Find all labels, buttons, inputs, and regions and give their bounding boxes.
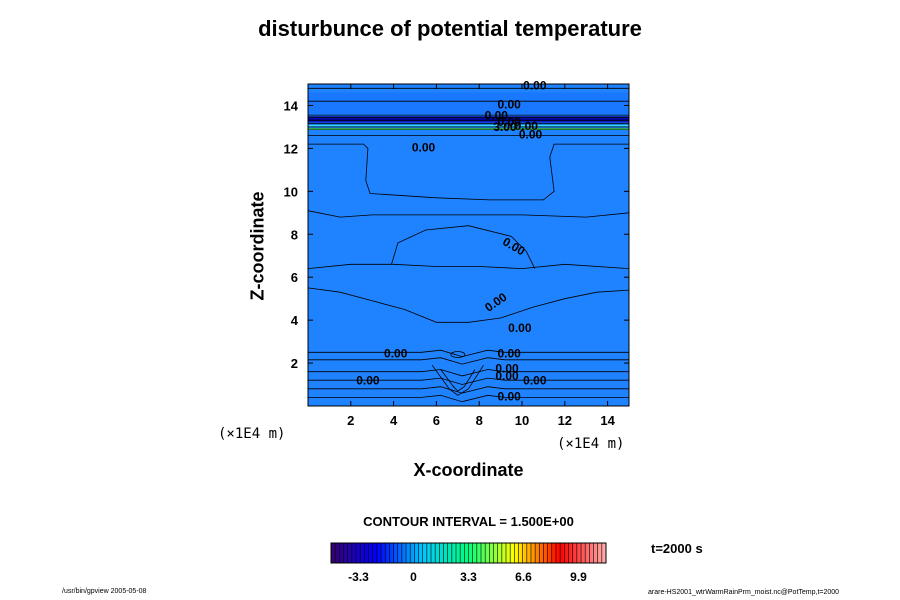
contour-label: 0.00: [384, 347, 408, 361]
contour-line-bubble-bottom: [307, 287, 630, 323]
contour-label: 0.00: [523, 373, 547, 387]
contour-label: 0.00: [508, 321, 532, 335]
axes: 2 4 6 8 10 12 14 2 4 6 8 10 12 14: [284, 84, 629, 428]
y-axis-label: Z-coordinate: [247, 191, 268, 301]
contour-line-low-1: [308, 357, 629, 365]
contour-line-upper-box: [308, 143, 629, 201]
y-tick-label: 12: [284, 141, 298, 156]
contour-line-v-outer: [431, 364, 484, 396]
contour-label: 0.00: [412, 141, 436, 155]
colorbar-tick-label: 9.9: [570, 570, 587, 584]
contour-line-low-0: [308, 349, 629, 358]
footer-right: arare-HS2001_wtrWarmRainPrm_moist.nc@Pot…: [648, 589, 840, 596]
x-tick-label: 2: [347, 413, 354, 428]
colorbar-tick-label: 6.6: [515, 570, 532, 584]
contour-label: 0.00: [497, 390, 521, 404]
y-tick-label: 10: [284, 184, 298, 199]
x-axis-unit: (×1E4 m): [557, 436, 625, 452]
contour-line-v-inner: [440, 369, 476, 392]
field-background: [308, 84, 629, 406]
contour-label: 0.00: [356, 373, 380, 387]
footer-left: /usr/bin/gpview 2005-05-08: [62, 588, 147, 595]
time-label: t=2000 s: [651, 541, 703, 556]
contour-label: 0.00: [497, 115, 521, 129]
colorbar-tick-label: -3.3: [348, 570, 369, 584]
x-tick-label: 8: [476, 413, 483, 428]
x-tick-label: 4: [390, 413, 398, 428]
contour-labels: 0.000.000.000.000.000.000.000.000.000.00…: [356, 78, 547, 403]
y-tick-label: 8: [291, 227, 298, 242]
contour-line-z6: [307, 263, 630, 270]
contour-label: 0.00: [523, 78, 547, 92]
contour-label: 0.00: [495, 369, 519, 383]
x-tick-label: 12: [558, 413, 572, 428]
x-axis-label: X-coordinate: [413, 460, 524, 480]
contour-label: 0.00: [485, 108, 509, 122]
contour-lines: [307, 87, 630, 403]
contour-line-low-3: [308, 377, 629, 385]
contour-line-bubble-top: [391, 225, 536, 269]
y-tick-label: 4: [291, 313, 299, 328]
contour-line-z9: [307, 210, 630, 218]
upper-band: [308, 92, 629, 115]
x-tick-label: 6: [433, 413, 440, 428]
y-tick-label: 6: [291, 270, 298, 285]
contour-label: 3.00: [493, 120, 517, 134]
colorbar: -3.3 0 3.3 6.6 9.9: [330, 542, 607, 584]
contour-label: 0.00: [497, 347, 521, 361]
y-tick-label: 14: [284, 98, 299, 113]
contour-label: 0.00: [515, 119, 539, 133]
contour-label: 0.00: [495, 362, 519, 376]
contour-label: 0.00: [497, 98, 521, 112]
contour-line-small-cell: [450, 351, 466, 358]
chart-title: disturbunce of potential temperature: [258, 16, 642, 41]
x-tick-label: 14: [600, 413, 615, 428]
contour-field: [308, 84, 629, 406]
colorbar-tick-label: 0: [410, 570, 417, 584]
colorbar-tick-label: 3.3: [460, 570, 477, 584]
contour-label: 0.00: [519, 128, 543, 142]
plot-frame: [307, 83, 630, 407]
contour-line-low-2: [308, 369, 629, 377]
contour-line-low-5: [308, 394, 629, 403]
y-tick-label: 2: [291, 356, 298, 371]
positive-band: [308, 124, 629, 127]
x-tick-label: 10: [515, 413, 529, 428]
y-axis-unit: (×1E4 m): [218, 426, 286, 442]
negative-core: [308, 118, 629, 121]
contour-interval: CONTOUR INTERVAL = 1.500E+00: [363, 514, 574, 529]
